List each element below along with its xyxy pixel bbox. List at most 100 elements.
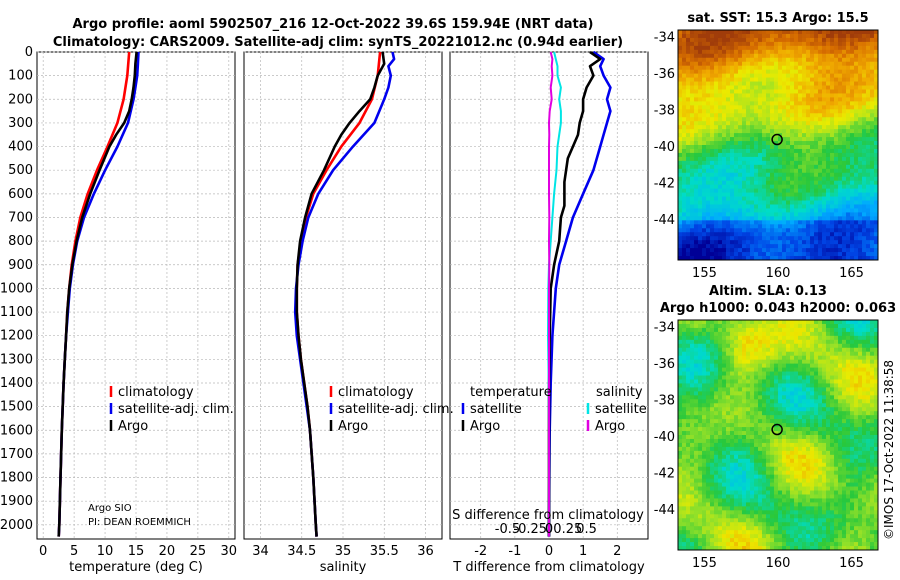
heatmap-cell (838, 355, 843, 361)
heatmap-cell (750, 435, 755, 440)
heatmap-cell (746, 387, 751, 392)
heatmap-cell (698, 391, 703, 396)
heatmap-cell (854, 248, 859, 253)
heatmap-cell (690, 37, 695, 43)
heatmap-cell (806, 180, 811, 186)
heatmap-cell (786, 113, 791, 118)
heatmap-cell (782, 41, 787, 47)
heatmap-cell (746, 228, 751, 233)
heatmap-cell (862, 419, 867, 424)
heatmap-cell (866, 331, 871, 337)
heatmap-cell (690, 113, 695, 118)
heatmap-cell (722, 125, 727, 130)
heatmap-cell (686, 252, 691, 257)
heatmap-cell (690, 343, 695, 349)
longitude-tick-label: 160 (766, 266, 791, 281)
heatmap-cell (870, 148, 875, 154)
heatmap-cell (838, 41, 843, 47)
heatmap-cell (858, 41, 863, 47)
heatmap-cell (730, 57, 735, 63)
heatmap-cell (730, 331, 735, 337)
heatmap-cell (770, 236, 775, 241)
heatmap-cell (770, 407, 775, 412)
heatmap-cell (678, 168, 683, 174)
heatmap-cell (750, 462, 755, 468)
heatmap-cell (762, 351, 767, 357)
heatmap-cell (722, 383, 727, 388)
heatmap-cell (802, 180, 807, 186)
heatmap-cell (810, 208, 815, 213)
heatmap-cell (786, 367, 791, 372)
heatmap-cell (702, 228, 707, 233)
heatmap-cell (870, 133, 875, 138)
heatmap-cell (682, 125, 687, 130)
heatmap-cell (706, 379, 711, 384)
heatmap-cell (734, 339, 739, 345)
heatmap-cell (682, 184, 687, 190)
heatmap-cell (810, 256, 815, 260)
heatmap-cell (794, 419, 799, 424)
heatmap-cell (794, 466, 799, 472)
heatmap-cell (866, 69, 871, 75)
heatmap-cell (750, 89, 755, 94)
heatmap-cell (778, 387, 783, 392)
heatmap-cell (866, 419, 871, 424)
heatmap-cell (782, 184, 787, 190)
heatmap-cell (830, 180, 835, 186)
heatmap-cell (702, 379, 707, 384)
heatmap-cell (702, 232, 707, 237)
heatmap-cell (850, 41, 855, 47)
heatmap-cell (686, 89, 691, 94)
heatmap-cell (850, 188, 855, 193)
heatmap-cell (810, 454, 815, 460)
heatmap-cell (834, 141, 839, 146)
heatmap-cell (770, 248, 775, 253)
heatmap-cell (682, 355, 687, 361)
heatmap-cell (798, 188, 803, 193)
heatmap-cell (822, 168, 827, 174)
sla-map-subtitle: Argo h1000: 0.043 h2000: 0.063 (660, 301, 896, 316)
heatmap-cell (850, 85, 855, 90)
heatmap-cell (830, 73, 835, 78)
heatmap-cell (802, 363, 807, 368)
heatmap-cell (830, 320, 835, 325)
heatmap-cell (874, 458, 878, 464)
heatmap-cell (830, 105, 835, 110)
heatmap-cell (750, 69, 755, 75)
heatmap-cell (818, 450, 823, 456)
heatmap-cell (758, 407, 763, 412)
heatmap-cell (818, 172, 823, 178)
heatmap-cell (774, 216, 779, 221)
heatmap-cell (770, 351, 775, 357)
heatmap-cell (734, 184, 739, 190)
heatmap-cell (866, 141, 871, 146)
heatmap-cell (870, 387, 875, 392)
heatmap-cell (838, 216, 843, 221)
heatmap-cell (686, 248, 691, 253)
heatmap-cell (698, 335, 703, 341)
heatmap-cell (806, 45, 811, 51)
heatmap-cell (842, 442, 847, 448)
heatmap-cell (734, 355, 739, 361)
heatmap-cell (806, 168, 811, 174)
heatmap-cell (838, 73, 843, 78)
heatmap-cell (714, 407, 719, 412)
heatmap-cell (714, 379, 719, 384)
heatmap-cell (814, 379, 819, 384)
heatmap-cell (838, 168, 843, 174)
heatmap-cell (742, 97, 747, 102)
heatmap-cell (742, 180, 747, 186)
heatmap-cell (858, 391, 863, 396)
heatmap-cell (858, 109, 863, 114)
heatmap-cell (702, 236, 707, 241)
heatmap-cell (698, 232, 703, 237)
heatmap-cell (814, 403, 819, 408)
heatmap-cell (826, 438, 831, 444)
heatmap-cell (738, 367, 743, 372)
heatmap-cell (686, 77, 691, 82)
heatmap-cell (718, 180, 723, 186)
heatmap-cell (786, 411, 791, 416)
heatmap-cell (718, 371, 723, 376)
heatmap-cell (678, 220, 683, 225)
heatmap-cell (806, 320, 811, 325)
